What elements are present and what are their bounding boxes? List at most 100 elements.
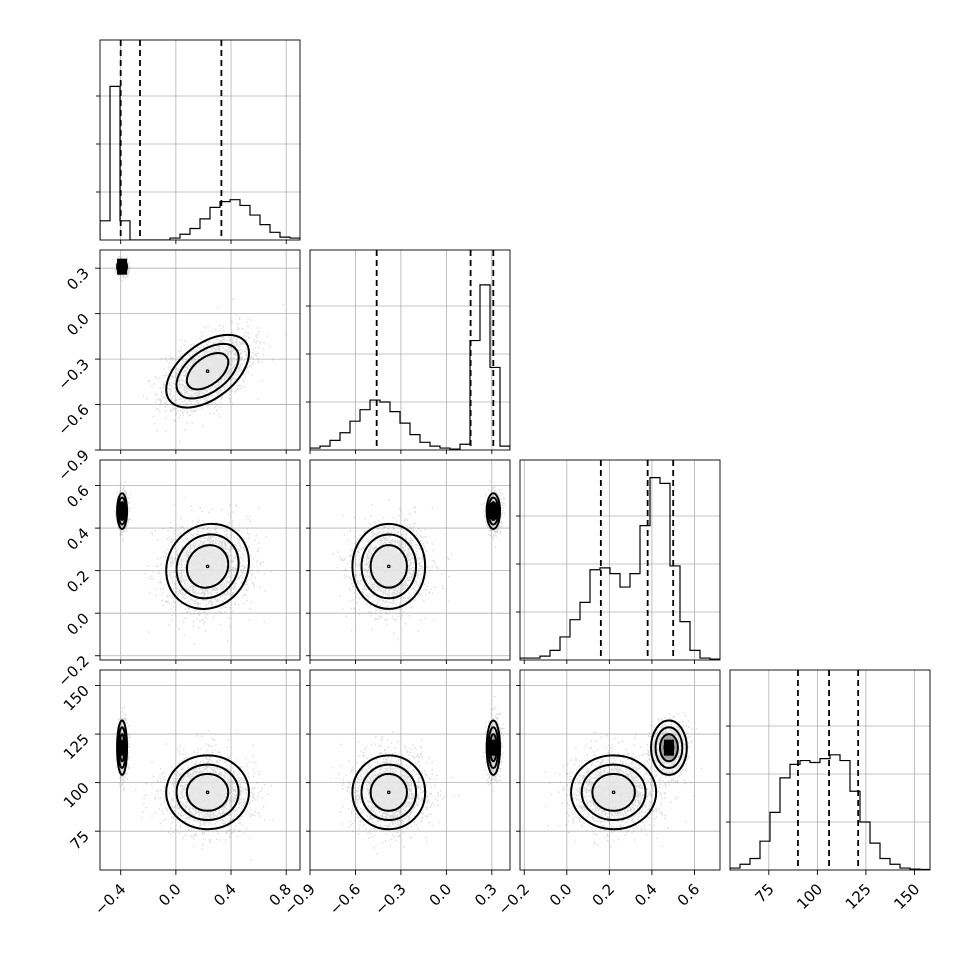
density-peak bbox=[663, 739, 674, 756]
x-tick-label: 0.0 bbox=[155, 880, 185, 910]
contour-line bbox=[386, 790, 391, 795]
contour-line bbox=[118, 733, 126, 763]
contour-line bbox=[386, 564, 391, 569]
x-tick-label: 0.0 bbox=[426, 880, 456, 910]
contour-line bbox=[165, 522, 250, 610]
histogram-panel-1 bbox=[306, 249, 511, 451]
contour-line bbox=[117, 496, 127, 526]
scatter-dots bbox=[332, 480, 506, 641]
density-core bbox=[594, 775, 633, 809]
histogram-frame-2 bbox=[519, 459, 721, 661]
contour-line bbox=[185, 352, 230, 391]
histogram-frame-0 bbox=[99, 39, 301, 241]
scatter-dots bbox=[112, 255, 287, 443]
x-tick-label: 125 bbox=[842, 880, 875, 913]
contour-line bbox=[654, 726, 684, 770]
contour-line bbox=[119, 263, 125, 270]
contour-line bbox=[658, 733, 679, 763]
contour-line bbox=[369, 772, 408, 812]
contour-line bbox=[116, 719, 129, 776]
contour-line bbox=[175, 763, 240, 821]
y-tick-label: 0.4 bbox=[63, 524, 93, 554]
x-tick-label: 75 bbox=[751, 880, 777, 906]
panel-frame-3-2 bbox=[519, 669, 721, 871]
contour-line bbox=[185, 544, 230, 589]
contour-line bbox=[185, 772, 230, 812]
contour-line bbox=[360, 763, 418, 821]
x-tick-label: 0.2 bbox=[589, 880, 619, 910]
scatter-panel-3-1 bbox=[310, 670, 510, 870]
histogram-series-0 bbox=[100, 85, 300, 240]
density-peak bbox=[488, 739, 499, 756]
contour-line bbox=[490, 505, 496, 517]
y-tick-label: 75 bbox=[67, 827, 93, 853]
contour-line bbox=[485, 719, 502, 776]
contour-line bbox=[119, 739, 125, 756]
contour-line bbox=[650, 719, 688, 776]
density-peak bbox=[488, 503, 499, 520]
y-tick-label: 0.0 bbox=[63, 609, 93, 639]
density-core bbox=[372, 775, 406, 809]
histogram-frame-3 bbox=[729, 669, 931, 871]
x-tick-label: −0.2 bbox=[495, 880, 533, 918]
contour-line bbox=[351, 522, 427, 610]
density-core bbox=[372, 547, 406, 586]
contour-line bbox=[490, 739, 497, 756]
contour-line bbox=[165, 754, 250, 831]
y-tick-label: −0.6 bbox=[54, 401, 92, 439]
contour-line bbox=[116, 258, 129, 275]
contour-line bbox=[591, 772, 636, 812]
contour-line bbox=[205, 369, 210, 374]
y-tick-label: 0.6 bbox=[63, 482, 93, 512]
scatter-panel-3-0 bbox=[100, 670, 300, 870]
scatter-panel-1-0 bbox=[100, 250, 300, 450]
contour-line bbox=[488, 733, 498, 763]
contour-line bbox=[116, 492, 129, 530]
contour-line bbox=[351, 754, 427, 831]
scatter-panel-3-2 bbox=[520, 670, 720, 870]
contour-line bbox=[205, 564, 210, 569]
x-tick-label: 0.0 bbox=[546, 880, 576, 910]
x-tick-label: 0.4 bbox=[631, 880, 661, 910]
scatter-points bbox=[332, 695, 505, 855]
scatter-panel-2-1 bbox=[310, 460, 510, 660]
histogram-panel-0 bbox=[96, 39, 301, 241]
contour-line bbox=[175, 533, 240, 600]
density-peak bbox=[117, 258, 128, 275]
scatter-panel-2-0 bbox=[100, 460, 300, 660]
y-tick-label: 0.3 bbox=[63, 264, 93, 294]
histogram-panel-2 bbox=[516, 459, 721, 661]
density-peak bbox=[117, 739, 128, 756]
contour-line bbox=[205, 790, 210, 795]
contour-line bbox=[165, 333, 250, 409]
contour-line bbox=[580, 763, 647, 821]
x-tick-label: −0.3 bbox=[371, 880, 409, 918]
density-peak bbox=[117, 503, 128, 520]
histogram-series-3 bbox=[730, 754, 930, 870]
contour-line bbox=[360, 533, 418, 600]
histogram-frame-1 bbox=[309, 249, 511, 451]
x-tick-label: 0.4 bbox=[210, 880, 240, 910]
y-tick-label: 100 bbox=[60, 779, 93, 812]
y-tick-label: −0.3 bbox=[54, 355, 92, 393]
contour-line bbox=[118, 262, 126, 271]
contour-line bbox=[487, 726, 500, 770]
contour-line bbox=[369, 544, 408, 589]
histogram-panel-3 bbox=[726, 669, 931, 871]
density-core bbox=[188, 547, 227, 586]
y-tick-label: −0.9 bbox=[54, 446, 92, 484]
y-tick-label: 0.2 bbox=[63, 567, 93, 597]
contour-line bbox=[117, 260, 127, 273]
panel-frame-3-0 bbox=[99, 669, 301, 871]
panel-frame-2-0 bbox=[99, 459, 301, 661]
scatter-points bbox=[332, 480, 506, 641]
y-tick-label: 0.0 bbox=[63, 310, 93, 340]
panel-frame-3-1 bbox=[309, 669, 511, 871]
contour-line bbox=[118, 501, 126, 522]
contour-line bbox=[487, 496, 500, 526]
x-tick-label: 100 bbox=[793, 880, 826, 913]
histogram-series-1 bbox=[310, 284, 510, 450]
contour-line bbox=[611, 790, 616, 795]
density-core bbox=[188, 775, 227, 809]
